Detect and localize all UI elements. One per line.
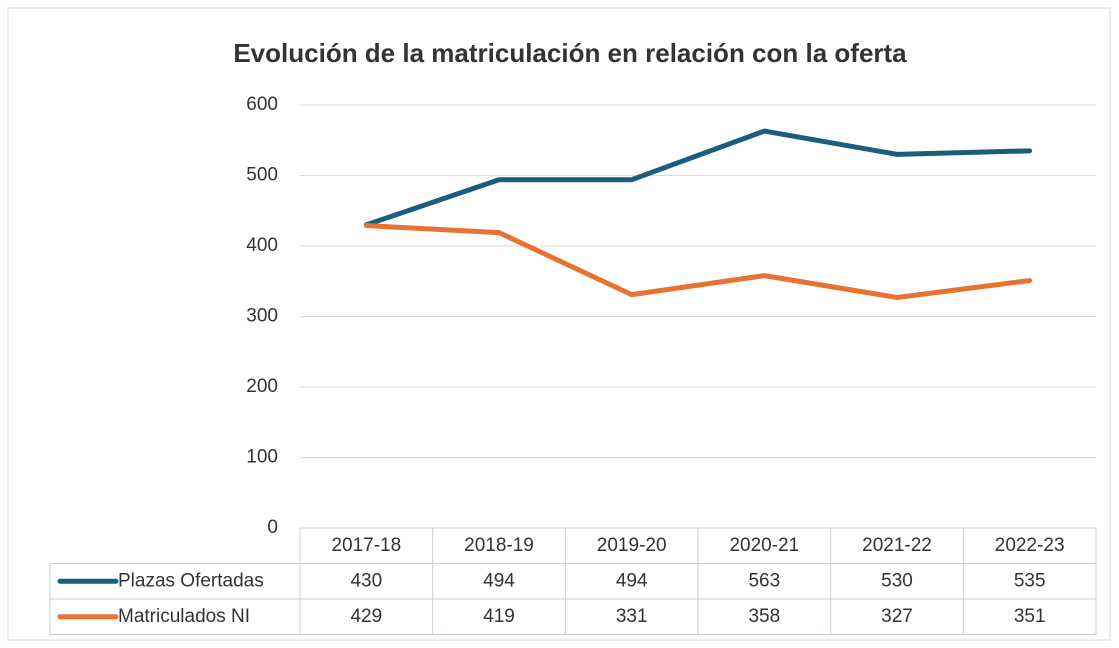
x-tick-label: 2020-21	[729, 535, 799, 556]
table-value: 494	[616, 570, 648, 591]
series-line	[363, 128, 1033, 228]
table-value: 429	[350, 606, 382, 627]
table-value: 327	[881, 606, 913, 627]
y-tick-label: 0	[267, 517, 278, 538]
x-tick-label: 2022-23	[995, 535, 1065, 556]
chart-title: Evolución de la matriculación en relació…	[233, 38, 907, 68]
table-value: 430	[350, 570, 382, 591]
table-value: 563	[748, 570, 780, 591]
chart-frame	[7, 7, 1111, 641]
x-tick-label: 2017-18	[331, 535, 401, 556]
y-tick-label: 600	[246, 94, 278, 115]
table-value: 351	[1014, 606, 1046, 627]
series-line	[363, 223, 1033, 300]
y-tick-label: 500	[246, 165, 278, 186]
legend-label: Matriculados NI	[118, 606, 250, 627]
table-value: 535	[1014, 570, 1046, 591]
y-tick-label: 200	[246, 376, 278, 397]
table-value: 530	[881, 570, 913, 591]
table-value: 419	[483, 606, 515, 627]
x-tick-label: 2019-20	[597, 535, 667, 556]
table-value: 494	[483, 570, 515, 591]
y-tick-label: 400	[246, 235, 278, 256]
y-tick-label: 100	[246, 447, 278, 468]
legend-label: Plazas Ofertadas	[118, 570, 264, 591]
x-tick-label: 2018-19	[464, 535, 534, 556]
y-tick-label: 300	[246, 306, 278, 327]
table-value: 358	[748, 606, 780, 627]
table-value: 331	[616, 606, 648, 627]
x-tick-label: 2021-22	[862, 535, 932, 556]
